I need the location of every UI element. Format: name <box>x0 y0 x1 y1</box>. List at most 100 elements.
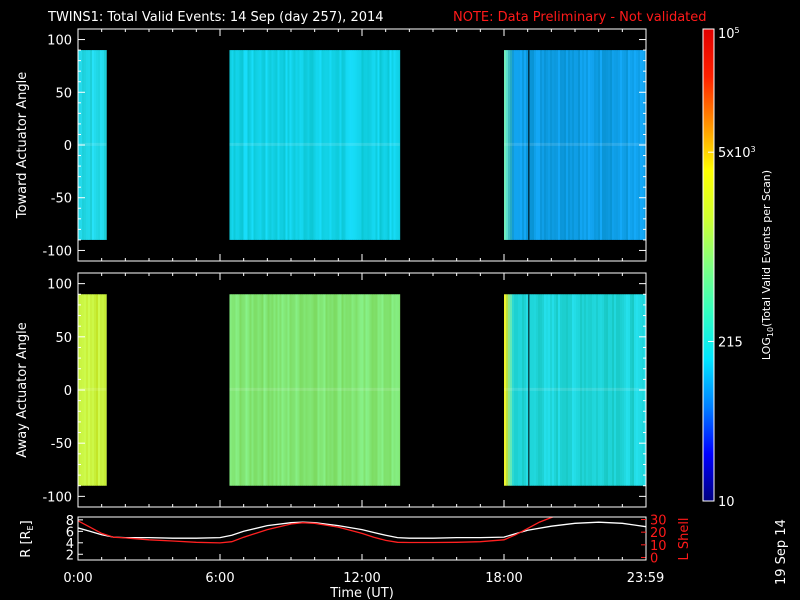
heatmap-column <box>630 294 633 486</box>
heatmap-column <box>596 294 599 486</box>
heatmap-column <box>544 294 547 486</box>
heatmap-column <box>291 294 294 486</box>
heatmap-column <box>249 50 252 240</box>
plot-title: TWINS1: Total Valid Events: 14 Sep (day … <box>47 10 384 25</box>
heatmap-segment <box>504 294 647 486</box>
heatmap-column <box>387 294 390 486</box>
heatmap-column <box>285 50 288 240</box>
heatmap-column <box>610 294 613 486</box>
heatmap-column <box>317 294 320 486</box>
heatmap-column <box>586 294 589 486</box>
heatmap-column <box>572 294 575 486</box>
heatmap-column <box>566 294 569 486</box>
heatmap-column <box>247 50 250 240</box>
heatmap-column <box>610 50 613 240</box>
colorbar-tick-label: 10 <box>718 495 735 510</box>
heatmap-column <box>235 294 238 486</box>
heatmap-column <box>636 50 639 240</box>
y-axis-label: Away Actuator Angle <box>15 322 30 457</box>
heatmap-column <box>319 50 322 240</box>
heatmap-column <box>520 294 523 486</box>
heatmap-column <box>602 294 605 486</box>
heatmap-column <box>86 50 89 240</box>
heatmap-column <box>566 50 569 240</box>
y-tick-label: -100 <box>42 490 72 505</box>
heatmap-segment <box>229 50 401 240</box>
l-shell-line <box>78 517 555 544</box>
heatmap-column <box>540 294 543 486</box>
heatmap-column <box>285 294 288 486</box>
heatmap-column <box>309 294 312 486</box>
preliminary-note: NOTE: Data Preliminary - Not validated <box>453 10 707 25</box>
left-tick-label: 6 <box>66 525 74 540</box>
heatmap-column <box>620 50 623 240</box>
heatmap-column <box>339 50 342 240</box>
heatmap-column <box>233 294 236 486</box>
heatmap-column <box>299 294 302 486</box>
heatmap-column <box>568 294 571 486</box>
heatmap-column <box>96 294 99 486</box>
heatmap-column <box>271 294 274 486</box>
heatmap-column <box>92 50 95 240</box>
heatmap-column <box>283 294 286 486</box>
heatmap-column <box>277 50 280 240</box>
heatmap-column <box>347 294 350 486</box>
zero-angle-stripe <box>229 142 400 146</box>
l-shell-axis-label: L Shell <box>677 517 692 560</box>
heatmap-column <box>367 50 370 240</box>
heatmap-column <box>602 50 605 240</box>
heatmap-column <box>279 294 282 486</box>
heatmap-column <box>98 294 101 486</box>
x-tick-label: 23:59 <box>627 571 664 586</box>
heatmap-column <box>588 50 591 240</box>
heatmap-column <box>576 50 579 240</box>
heatmap-column <box>391 50 394 240</box>
y-tick-label: -50 <box>51 437 72 452</box>
heatmap-column <box>333 50 336 240</box>
heatmap-column <box>618 50 621 240</box>
heatmap-column <box>590 50 593 240</box>
heatmap-column <box>532 50 535 240</box>
heatmap-column <box>241 50 244 240</box>
heatmap-column <box>596 50 599 240</box>
heatmap-column <box>379 50 382 240</box>
zero-angle-stripe <box>78 387 107 391</box>
heatmap-column <box>349 50 352 240</box>
heatmap-column <box>251 50 254 240</box>
heatmap-column <box>369 294 372 486</box>
heatmap-column <box>325 50 328 240</box>
heatmap-column <box>245 294 248 486</box>
heatmap-column <box>626 294 629 486</box>
heatmap-column <box>586 50 589 240</box>
heatmap-column <box>251 294 254 486</box>
heatmap-column <box>281 50 284 240</box>
heatmap-column <box>534 294 537 486</box>
heatmap-column <box>351 294 354 486</box>
heatmap-column <box>534 50 537 240</box>
heatmap-column <box>564 294 567 486</box>
heatmap-column <box>98 50 101 240</box>
colorbar-tick-label: 105 <box>718 26 740 42</box>
heatmap-column <box>305 294 308 486</box>
heatmap-column <box>303 294 306 486</box>
heatmap-column <box>548 50 551 240</box>
heatmap-column <box>351 50 354 240</box>
heatmap-column <box>522 50 525 240</box>
heatmap-column <box>313 294 316 486</box>
heatmap-column <box>255 294 258 486</box>
toward-angle-panel: 100 50 0 -50 -100 Toward Actuator Angle <box>15 28 647 262</box>
heatmap-column <box>337 50 340 240</box>
heatmap-column <box>526 50 529 240</box>
colorbar-tick-label: 215 <box>718 335 743 350</box>
heatmap-column <box>301 294 304 486</box>
colorbar-tick-label: 5x103 <box>718 145 756 161</box>
x-tick-label: 6:00 <box>205 571 234 586</box>
heatmap-column <box>273 294 276 486</box>
heatmap-column <box>271 50 274 240</box>
heatmap-column <box>349 294 352 486</box>
heatmap-column <box>560 294 563 486</box>
heatmap-column <box>600 294 603 486</box>
heatmap-column <box>506 294 509 486</box>
heatmap-column <box>267 50 270 240</box>
heatmap-column <box>385 294 388 486</box>
